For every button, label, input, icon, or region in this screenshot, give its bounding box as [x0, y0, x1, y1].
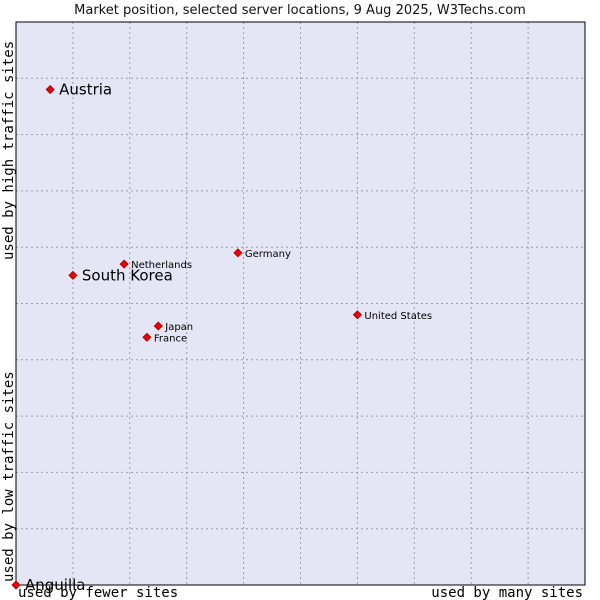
- x-axis-high-label: used by many sites: [431, 585, 583, 600]
- point-label-japan: Japan: [164, 322, 193, 333]
- point-label-austria: Austria: [59, 81, 112, 99]
- point-marker-austria: [45, 84, 55, 95]
- point-label-germany: Germany: [245, 249, 291, 260]
- point-label-netherlands: Netherlands: [131, 260, 192, 271]
- y-axis-low-label: used by low traffic sites: [1, 371, 17, 582]
- point-label-united-states: United States: [364, 311, 432, 322]
- point-marker-anguilla: [11, 580, 21, 590]
- point-marker-france: [142, 332, 152, 342]
- point-marker-germany: [233, 248, 243, 258]
- point-label-anguilla: Anguilla: [25, 576, 86, 594]
- point-marker-south-korea: [68, 270, 78, 280]
- point-marker-japan: [153, 321, 163, 331]
- plot-frame: [15, 21, 586, 586]
- point-marker-united-states: [352, 310, 362, 320]
- point-marker-netherlands: [119, 259, 129, 269]
- grid-lines: [16, 22, 585, 585]
- chart-title: Market position, selected server locatio…: [74, 3, 526, 18]
- point-label-south-korea: South Korea: [82, 266, 173, 284]
- x-axis-low-label: used by fewer sites: [18, 585, 178, 600]
- point-label-france: France: [154, 333, 187, 344]
- y-axis-high-label: used by high traffic sites: [1, 41, 17, 260]
